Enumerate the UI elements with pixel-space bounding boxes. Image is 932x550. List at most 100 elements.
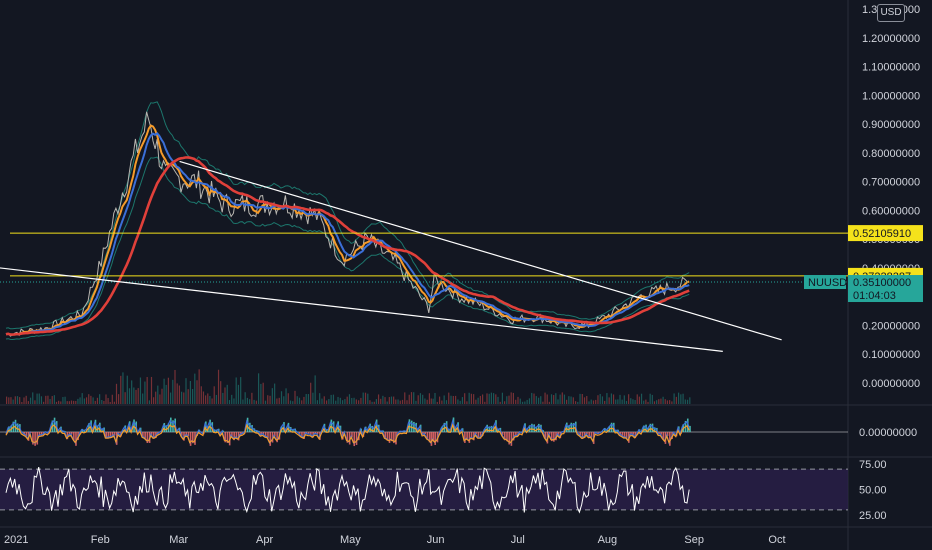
volume-bar bbox=[40, 396, 43, 404]
volume-bar bbox=[579, 393, 581, 404]
volume-bar bbox=[260, 383, 262, 404]
symbol-tag-label: NUUSD bbox=[808, 277, 847, 289]
oscillator-bar bbox=[330, 419, 333, 432]
volume-bar bbox=[235, 377, 237, 404]
volume-bar bbox=[337, 396, 339, 404]
oscillator-bar bbox=[70, 432, 73, 435]
volume-bar bbox=[424, 398, 426, 404]
oscillator-bar bbox=[231, 432, 233, 437]
time-axis-label: Oct bbox=[768, 534, 785, 546]
oscillator-bar bbox=[235, 432, 238, 439]
oscillator-bar bbox=[621, 432, 624, 437]
volume-bar bbox=[321, 398, 323, 404]
price-axis-label: 1.00000000 bbox=[862, 90, 920, 102]
oscillator-bar bbox=[369, 423, 371, 432]
price-pane bbox=[5, 101, 690, 341]
oscillator-bar bbox=[660, 432, 662, 435]
currency-button[interactable]: USD bbox=[877, 4, 905, 22]
oscillator-bar bbox=[625, 432, 628, 439]
oscillator-bar bbox=[215, 429, 218, 432]
volume-bar bbox=[475, 399, 477, 404]
volume-bar bbox=[390, 396, 393, 404]
volume-bar bbox=[144, 381, 146, 404]
oscillator-bar bbox=[14, 419, 17, 432]
volume-bar bbox=[66, 401, 68, 404]
oscillator-bar bbox=[577, 432, 579, 433]
volume-bar bbox=[167, 377, 169, 404]
oscillator-bar bbox=[111, 432, 114, 438]
volume-bar bbox=[382, 395, 384, 404]
oscillator-bar bbox=[23, 432, 26, 434]
level-tag bbox=[848, 225, 923, 242]
envelope-lower-line bbox=[5, 156, 690, 341]
volume-bar bbox=[303, 396, 305, 404]
volume-bar bbox=[6, 396, 8, 404]
rsi-axis-label: 75.00 bbox=[859, 459, 887, 471]
volume-bar bbox=[473, 394, 475, 404]
oscillator-bar bbox=[105, 432, 107, 439]
volume-bar bbox=[461, 397, 464, 404]
volume-bar bbox=[544, 392, 546, 404]
oscillator-pane: 0.00000000 bbox=[0, 417, 917, 447]
price-axis-label: 0.70000000 bbox=[862, 177, 920, 189]
volume-bar bbox=[367, 393, 369, 404]
volume-bar bbox=[528, 398, 531, 404]
volume-bar bbox=[557, 399, 559, 404]
oscillator-bar bbox=[222, 430, 224, 432]
oscillator-bar bbox=[264, 432, 267, 438]
volume-bar bbox=[111, 394, 113, 404]
volume-bar bbox=[83, 398, 85, 404]
volume-bar bbox=[434, 392, 436, 404]
volume-bar bbox=[85, 397, 88, 404]
volume-bar bbox=[346, 396, 348, 404]
volume-bar bbox=[559, 394, 561, 404]
volume-bar bbox=[386, 401, 388, 404]
volume-bar bbox=[508, 395, 510, 404]
volume-bar bbox=[194, 373, 196, 404]
oscillator-bar bbox=[142, 432, 144, 438]
volume-bar bbox=[81, 393, 83, 404]
volume-bar bbox=[608, 397, 610, 404]
oscillator-bar bbox=[645, 424, 647, 432]
volume-bar bbox=[120, 375, 122, 404]
volume-bar bbox=[335, 400, 337, 404]
volume-bar bbox=[137, 388, 139, 404]
oscillator-bar bbox=[351, 432, 353, 438]
oscillator-bar bbox=[424, 432, 426, 435]
volume-bar bbox=[574, 401, 577, 404]
volume-bar bbox=[148, 400, 150, 404]
oscillator-bar bbox=[185, 432, 187, 436]
volume-bar bbox=[524, 401, 526, 404]
oscillator-bar bbox=[553, 432, 555, 442]
oscillator-bar bbox=[666, 432, 669, 436]
oscillator-bar bbox=[515, 432, 517, 437]
volume-bar bbox=[362, 392, 364, 404]
oscillator-bar bbox=[355, 432, 358, 445]
oscillator-bar bbox=[689, 425, 691, 432]
volume-bar bbox=[640, 393, 643, 404]
volume-bar bbox=[517, 396, 519, 404]
volume-bar bbox=[19, 397, 21, 404]
volume-bar bbox=[617, 399, 619, 404]
volume-bar bbox=[399, 400, 401, 404]
oscillator-bar bbox=[298, 432, 301, 435]
volume-bar bbox=[479, 395, 481, 404]
volume-bar bbox=[251, 392, 253, 404]
volume-bar bbox=[344, 399, 346, 404]
last-price-tag bbox=[848, 275, 923, 303]
oscillator-bar bbox=[434, 432, 436, 445]
volume-bar bbox=[521, 401, 524, 404]
volume-bar bbox=[139, 377, 142, 404]
oscillator-bar bbox=[73, 432, 75, 442]
oscillator-bar bbox=[269, 432, 272, 446]
volume-bar bbox=[533, 393, 535, 404]
volume-bar bbox=[131, 380, 133, 404]
volume-bar bbox=[283, 396, 285, 404]
oscillator-bar bbox=[209, 419, 211, 432]
volume-bar bbox=[586, 396, 588, 404]
volume-bar bbox=[16, 396, 19, 404]
oscillator-bar bbox=[53, 417, 56, 432]
volume-bar bbox=[406, 400, 408, 404]
volume-bar bbox=[276, 398, 278, 404]
